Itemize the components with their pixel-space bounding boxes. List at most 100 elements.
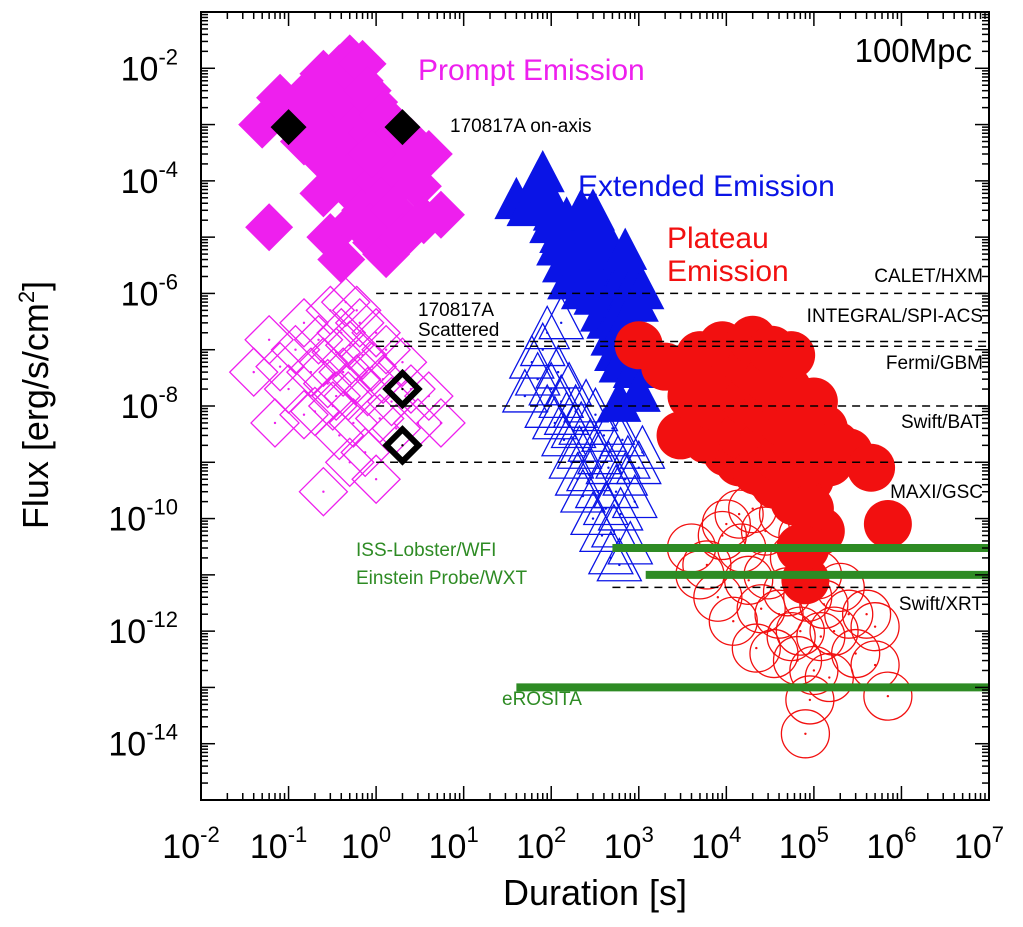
y-tick-label: 10-2 — [121, 44, 178, 88]
data-point-center — [361, 354, 363, 356]
data-point-center — [760, 608, 762, 610]
y-tick-label: 10-8 — [121, 382, 178, 426]
data-point-center — [601, 534, 603, 536]
x-tick-label: 107 — [954, 822, 1004, 866]
data-point-center — [401, 361, 403, 363]
calet-label: CALET/HXM — [874, 266, 983, 287]
data-point-center — [828, 676, 830, 678]
y-axis-title: Flux [erg/s/cm2] — [14, 281, 56, 529]
erosita-label: eROSITA — [502, 689, 582, 710]
x-axis-title: Duration [s] — [503, 872, 687, 913]
data-point-center — [820, 635, 822, 637]
x-tick-label: 10-1 — [250, 822, 307, 866]
y-tick-label: 10-6 — [121, 269, 178, 313]
data-point-center — [597, 491, 599, 493]
scattered-label-line2: Scattered — [418, 320, 499, 341]
data-point-center — [303, 322, 305, 324]
data-point-center — [401, 444, 403, 446]
x-tick-label: 102 — [516, 822, 566, 866]
data-point-center — [287, 388, 289, 390]
data-point-center — [546, 332, 548, 334]
y-tick-label: 10-4 — [121, 157, 178, 201]
x-tick-label: 10-2 — [162, 822, 219, 866]
data-point-center — [352, 422, 354, 424]
data-point-center — [799, 630, 801, 632]
data-point-center — [580, 427, 582, 429]
data-point-center — [615, 491, 617, 493]
data-point-center — [611, 427, 613, 429]
data-point-center — [345, 301, 347, 303]
data-point-center — [366, 390, 368, 392]
data-point-center — [560, 322, 562, 324]
data-point-center — [327, 382, 329, 384]
data-point-center — [342, 371, 344, 373]
data-point-center — [279, 365, 281, 367]
data-point-center — [592, 517, 594, 519]
data-point-center — [294, 349, 296, 351]
prompt-emission-label: Prompt Emission — [418, 54, 645, 87]
data-point — [767, 331, 815, 379]
scattered-label-line1: 170817A — [418, 300, 494, 321]
data-point-center — [848, 613, 850, 615]
data-point-center — [578, 451, 580, 453]
data-point-center — [322, 491, 324, 493]
extended-emission-label: Extended Emission — [578, 170, 835, 203]
data-point-center — [340, 332, 342, 334]
data-point — [608, 522, 652, 564]
data-point-center — [751, 507, 753, 509]
data-point-center — [390, 400, 392, 402]
data-point-center — [621, 439, 623, 441]
data-point — [525, 306, 569, 348]
data-point-center — [375, 332, 377, 334]
data-point-center — [557, 371, 559, 373]
data-point-center — [274, 422, 276, 424]
data-point-center — [375, 478, 377, 480]
data-point-center — [721, 534, 723, 536]
data-point — [592, 505, 636, 547]
x-tick-label: 105 — [779, 822, 829, 866]
data-point-center — [568, 388, 570, 390]
integral-label: INTEGRAL/SPI-ACS — [807, 306, 983, 327]
data-points-layer — [230, 34, 912, 757]
y-tick-label: 10-10 — [108, 495, 178, 539]
data-point-center — [738, 513, 740, 515]
x-tick-label: 100 — [341, 822, 391, 866]
data-point — [571, 492, 615, 534]
data-point-center — [536, 378, 538, 380]
data-point-center — [382, 378, 384, 380]
data-point-center — [428, 395, 430, 397]
data-point-center — [717, 596, 719, 598]
data-point-center — [268, 339, 270, 341]
data-point-center — [355, 309, 357, 311]
data-point-center — [607, 467, 609, 469]
data-point — [864, 500, 912, 548]
data-point-center — [594, 414, 596, 416]
data-point-center — [813, 669, 815, 671]
fermi-label: Fermi/GBM — [886, 353, 983, 374]
plateau-label-line1: Plateau — [667, 222, 769, 255]
data-point — [529, 363, 573, 405]
data-point-center — [563, 439, 565, 441]
data-point-center — [874, 625, 876, 627]
data-point-center — [865, 613, 867, 615]
data-point-center — [317, 339, 319, 341]
data-point-center — [395, 427, 397, 429]
data-point-center — [725, 523, 727, 525]
data-point-center — [253, 371, 255, 373]
data-point-center — [641, 451, 643, 453]
data-point-center — [732, 620, 734, 622]
x-tick-label: 101 — [429, 822, 479, 866]
data-point-center — [804, 733, 806, 735]
x-tick-label: 106 — [866, 822, 916, 866]
data-point-center — [747, 579, 749, 581]
data-point-center — [874, 664, 876, 666]
on-axis-label: 170817A on-axis — [450, 116, 592, 137]
data-point-center — [440, 422, 442, 424]
data-point — [847, 444, 895, 492]
data-point-center — [385, 349, 387, 351]
data-point-center — [796, 659, 798, 661]
iss-lobster-label: ISS-Lobster/WFI — [356, 540, 496, 561]
swift-xrt-label: Swift/XRT — [899, 594, 984, 615]
swift-bat-label: Swift/BAT — [901, 412, 983, 433]
